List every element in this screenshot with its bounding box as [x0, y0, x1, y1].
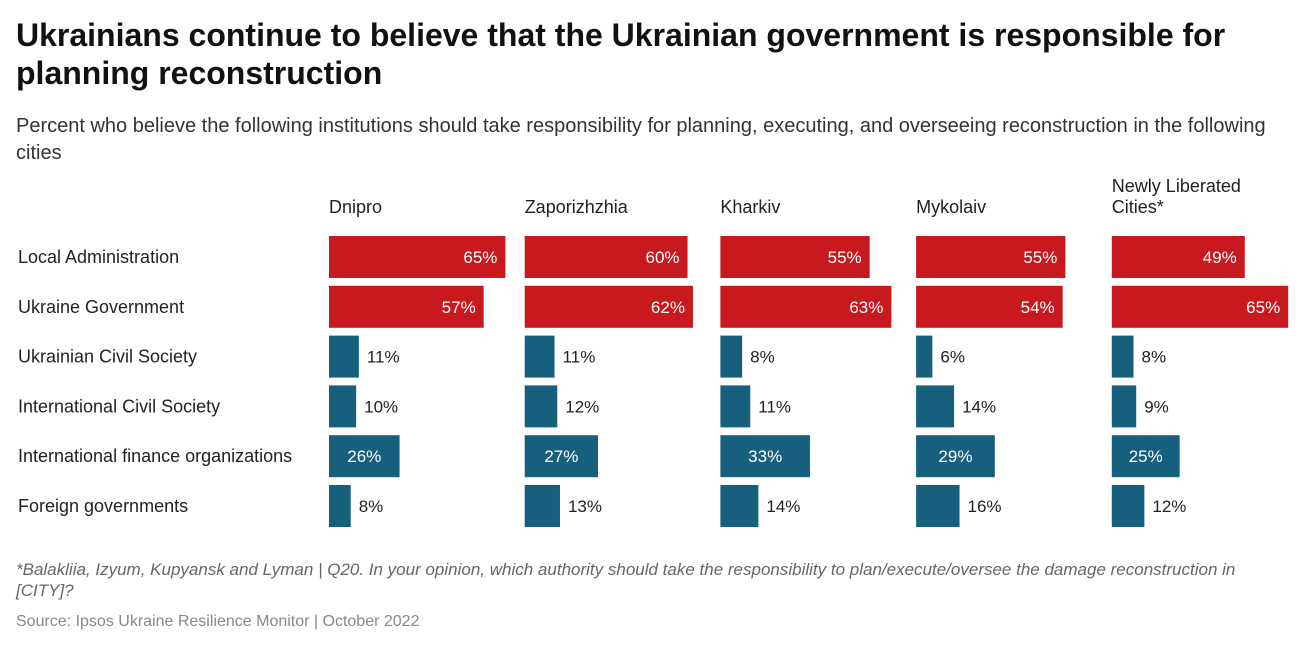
bar [524, 485, 560, 527]
column-header: Zaporizhzhia [525, 197, 629, 217]
row-label: Local Administration [18, 247, 179, 267]
data-label: 11% [367, 348, 400, 367]
bar [720, 236, 870, 278]
data-label: 14% [766, 497, 800, 516]
chart-subtitle: Percent who believe the following instit… [16, 115, 1266, 164]
data-label: 9% [1144, 397, 1169, 416]
data-label: 57% [442, 298, 476, 317]
column-header: Mykolaiv [916, 197, 986, 217]
bar [524, 236, 688, 278]
chart-title: Ukrainians continue to believe that the … [16, 17, 1226, 91]
bar [720, 485, 759, 527]
data-label: 60% [645, 248, 679, 267]
data-label: 62% [651, 298, 685, 317]
data-label: 12% [1152, 497, 1186, 516]
data-label: 55% [1023, 248, 1057, 267]
data-label: 49% [1203, 248, 1237, 267]
data-label: 16% [968, 497, 1002, 516]
data-label: 26% [347, 447, 381, 466]
data-label: 8% [1142, 348, 1167, 367]
bar [916, 335, 933, 378]
bar [329, 335, 359, 378]
data-label: 25% [1129, 447, 1163, 466]
data-label: 55% [828, 248, 862, 267]
data-label: 10% [364, 397, 398, 416]
bar [916, 435, 995, 478]
bar [1111, 285, 1289, 328]
bar [329, 236, 506, 278]
bar [524, 335, 555, 378]
bar [1111, 485, 1145, 527]
data-label: 29% [938, 447, 972, 466]
data-label: 11% [758, 397, 791, 416]
data-label: 63% [849, 298, 883, 317]
bar [1111, 385, 1137, 428]
data-label: 11% [563, 348, 596, 367]
chart-source: Source: Ipsos Ukraine Resilience Monitor… [16, 613, 420, 630]
bar [329, 435, 400, 478]
column-header: Kharkiv [720, 197, 780, 217]
data-label: 65% [1246, 298, 1280, 317]
row-label: Foreign governments [18, 496, 188, 516]
bar [329, 485, 351, 527]
data-label: 33% [748, 447, 782, 466]
data-label: 27% [544, 447, 578, 466]
column-header: Newly Liberated Cities* [1112, 176, 1241, 217]
data-label: 8% [359, 497, 384, 516]
bar [720, 285, 892, 328]
data-label: 6% [940, 348, 965, 367]
data-label: 12% [565, 397, 599, 416]
data-label: 14% [962, 397, 996, 416]
bar [916, 385, 955, 428]
bar [916, 485, 960, 527]
data-label: 8% [750, 348, 775, 367]
row-label: International finance organizations [18, 446, 292, 466]
bar [1111, 435, 1180, 478]
bar [329, 285, 484, 328]
row-label: Ukraine Government [18, 297, 184, 317]
bar [524, 285, 693, 328]
data-label: 13% [568, 497, 602, 516]
bar [916, 236, 1066, 278]
bar [916, 285, 1063, 328]
row-label: Ukrainian Civil Society [18, 347, 197, 367]
bar [720, 435, 810, 478]
bar [720, 385, 751, 428]
column-header: Dnipro [329, 197, 382, 217]
data-label: 65% [463, 248, 497, 267]
bar [329, 385, 357, 428]
row-label: International Civil Society [18, 396, 220, 416]
bar [1111, 335, 1134, 378]
data-label: 54% [1021, 298, 1055, 317]
bar [720, 335, 743, 378]
chart-footnote: *Balakliia, Izyum, Kupyansk and Lyman | … [16, 560, 1236, 600]
bar [524, 435, 598, 478]
bar-chart: Local Administration Ukraine Government Uk… [18, 176, 1289, 527]
bar [1111, 236, 1245, 278]
bar [524, 385, 558, 428]
